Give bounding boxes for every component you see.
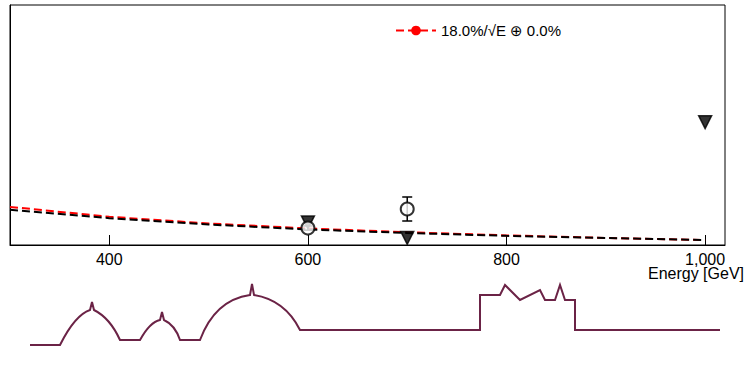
svg-text:18.0%/√E ⊕ 0.0%: 18.0%/√E ⊕ 0.0%: [441, 22, 561, 39]
svg-text:1,000: 1,000: [685, 251, 725, 268]
svg-text:Energy [GeV]: Energy [GeV]: [648, 264, 744, 282]
svg-text:800: 800: [493, 251, 520, 268]
svg-text:400: 400: [96, 251, 123, 268]
svg-text:600: 600: [295, 251, 322, 268]
